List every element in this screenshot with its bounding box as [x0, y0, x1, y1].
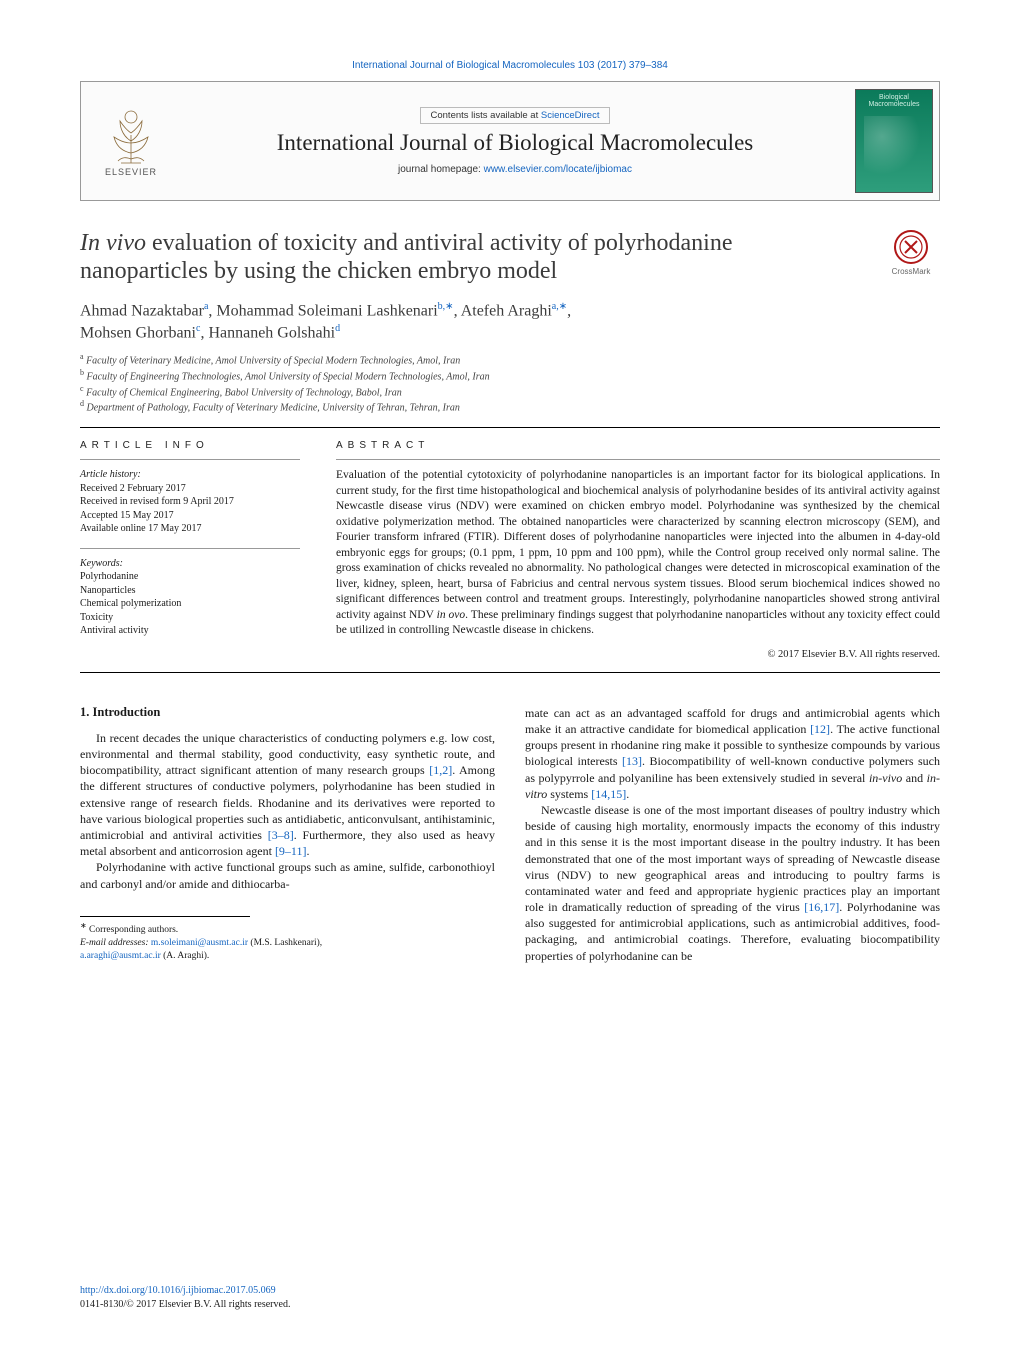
- abstract-pre: Evaluation of the potential cytotoxicity…: [336, 469, 940, 621]
- article-info-column: article info Article history: Received 2…: [80, 440, 300, 660]
- journal-cover-thumbnail: Biological Macromolecules: [855, 89, 933, 193]
- contents-available-line: Contents lists available at ScienceDirec…: [420, 107, 611, 124]
- email-1-name: (M.S. Lashkenari),: [248, 938, 322, 948]
- author-affil-sup: d: [335, 323, 340, 334]
- homepage-link[interactable]: www.elsevier.com/locate/ijbiomac: [484, 164, 632, 175]
- cite-3-8[interactable]: [3–8]: [268, 828, 294, 842]
- abstract-in-ovo: in ovo: [437, 609, 466, 621]
- doi-link[interactable]: http://dx.doi.org/10.1016/j.ijbiomac.201…: [80, 1285, 276, 1296]
- issn-line: 0141-8130/© 2017 Elsevier B.V. All right…: [80, 1298, 290, 1312]
- abstract-copyright: © 2017 Elsevier B.V. All rights reserved…: [336, 649, 940, 660]
- affiliation-line: c Faculty of Chemical Engineering, Babol…: [80, 384, 940, 400]
- footnotes: ∗ Corresponding authors. E-mail addresse…: [80, 921, 495, 963]
- crossmark-badge[interactable]: CrossMark: [882, 229, 940, 276]
- cite-14-15[interactable]: [14,15]: [591, 787, 626, 801]
- abstract-column: abstract Evaluation of the potential cyt…: [336, 440, 940, 660]
- keyword: Nanoparticles: [80, 584, 300, 598]
- author: Atefeh Araghi: [461, 302, 552, 319]
- in-vivo: in-vivo: [869, 771, 902, 785]
- section-1-head: 1. Introduction: [80, 705, 495, 720]
- journal-title: International Journal of Biological Macr…: [277, 130, 753, 156]
- p3and: and: [902, 771, 926, 785]
- affiliation-line: d Department of Pathology, Faculty of Ve…: [80, 399, 940, 415]
- authors-line: Ahmad Nazaktabar a, Mohammad Soleimani La…: [80, 300, 940, 344]
- contents-prefix: Contents lists available at: [431, 110, 541, 121]
- p1d: .: [306, 844, 309, 858]
- elsevier-logo-block: ELSEVIER: [81, 82, 181, 200]
- corresponding-label: Corresponding authors.: [89, 925, 178, 935]
- affiliation-line: a Faculty of Veterinary Medicine, Amol U…: [80, 352, 940, 368]
- email-2[interactable]: a.araghi@ausmt.ac.ir: [80, 951, 161, 961]
- crossmark-label: CrossMark: [892, 267, 931, 276]
- intro-para-1: In recent decades the unique characteris…: [80, 730, 495, 860]
- cover-thumb-wrap: Biological Macromolecules: [849, 82, 939, 200]
- cite-13[interactable]: [13]: [622, 754, 642, 768]
- elsevier-label: ELSEVIER: [105, 167, 157, 177]
- rule-top: [80, 427, 940, 428]
- article-info-head: article info: [80, 440, 300, 451]
- sciencedirect-link[interactable]: ScienceDirect: [541, 110, 600, 121]
- article-history-block: Article history: Received 2 February 201…: [80, 468, 300, 536]
- history-line: Available online 17 May 2017: [80, 522, 300, 536]
- homepage-prefix: journal homepage:: [398, 164, 484, 175]
- keyword: Toxicity: [80, 611, 300, 625]
- intro-para-4: Newcastle disease is one of the most imp…: [525, 802, 940, 964]
- article-title: In vivo evaluation of toxicity and antiv…: [80, 229, 862, 286]
- intro-para-2: Polyrhodanine with active functional gro…: [80, 859, 495, 891]
- header-center: Contents lists available at ScienceDirec…: [181, 82, 849, 200]
- body-col-left: 1. Introduction In recent decades the un…: [80, 705, 495, 964]
- author: Mohammad Soleimani Lashkenari: [216, 302, 437, 319]
- p4a: Newcastle disease is one of the most imp…: [525, 803, 940, 914]
- cite-12[interactable]: [12]: [810, 722, 830, 736]
- crossmark-icon: [893, 229, 929, 265]
- cite-9-11[interactable]: [9–11]: [275, 844, 307, 858]
- elsevier-tree-icon: [106, 105, 156, 165]
- author: Mohsen Ghorbani: [80, 324, 196, 341]
- history-line: Received in revised form 9 April 2017: [80, 495, 300, 509]
- history-line: Received 2 February 2017: [80, 482, 300, 496]
- author-affil-sup: c: [196, 323, 200, 334]
- keyword: Antiviral activity: [80, 624, 300, 638]
- corresponding-star: ∗: [559, 301, 567, 312]
- rule-bottom: [80, 672, 940, 673]
- cover-title: Biological Macromolecules: [856, 90, 932, 108]
- body-col-right: mate can act as an advantaged scaffold f…: [525, 705, 940, 964]
- email-label: E-mail addresses:: [80, 938, 149, 948]
- history-label: Article history:: [80, 468, 300, 482]
- p3d: systems: [547, 787, 591, 801]
- journal-citation-line: International Journal of Biological Macr…: [80, 60, 940, 71]
- affiliation-line: b Faculty of Engineering Thechnologies, …: [80, 368, 940, 384]
- abstract-text: Evaluation of the potential cytotoxicity…: [336, 468, 940, 639]
- doi-issn-block: http://dx.doi.org/10.1016/j.ijbiomac.201…: [80, 1284, 290, 1311]
- p3e: .: [626, 787, 629, 801]
- journal-header-box: ELSEVIER Contents lists available at Sci…: [80, 81, 940, 201]
- history-line: Accepted 15 May 2017: [80, 509, 300, 523]
- affiliations: a Faculty of Veterinary Medicine, Amol U…: [80, 352, 940, 415]
- keyword: Chemical polymerization: [80, 597, 300, 611]
- author: Ahmad Nazaktabar: [80, 302, 204, 319]
- cite-16-17[interactable]: [16,17]: [804, 900, 839, 914]
- corresponding-star: ∗: [445, 301, 453, 312]
- keywords-block: Keywords: PolyrhodanineNanoparticlesChem…: [80, 557, 300, 638]
- email-1[interactable]: m.soleimani@ausmt.ac.ir: [151, 938, 248, 948]
- author: Hannaneh Golshahi: [208, 324, 335, 341]
- cite-1-2[interactable]: [1,2]: [429, 763, 452, 777]
- author-affil-sup: a,: [552, 301, 559, 312]
- title-rest: evaluation of toxicity and antiviral act…: [80, 230, 732, 284]
- abstract-head: abstract: [336, 440, 940, 451]
- journal-homepage-line: journal homepage: www.elsevier.com/locat…: [398, 164, 632, 175]
- footnote-rule: [80, 916, 250, 917]
- title-italic-lead: In vivo: [80, 230, 146, 256]
- keyword: Polyrhodanine: [80, 570, 300, 584]
- intro-para-3: mate can act as an advantaged scaffold f…: [525, 705, 940, 802]
- keywords-label: Keywords:: [80, 557, 300, 571]
- author-affil-sup: a: [204, 301, 208, 312]
- email-2-name: (A. Araghi).: [161, 951, 210, 961]
